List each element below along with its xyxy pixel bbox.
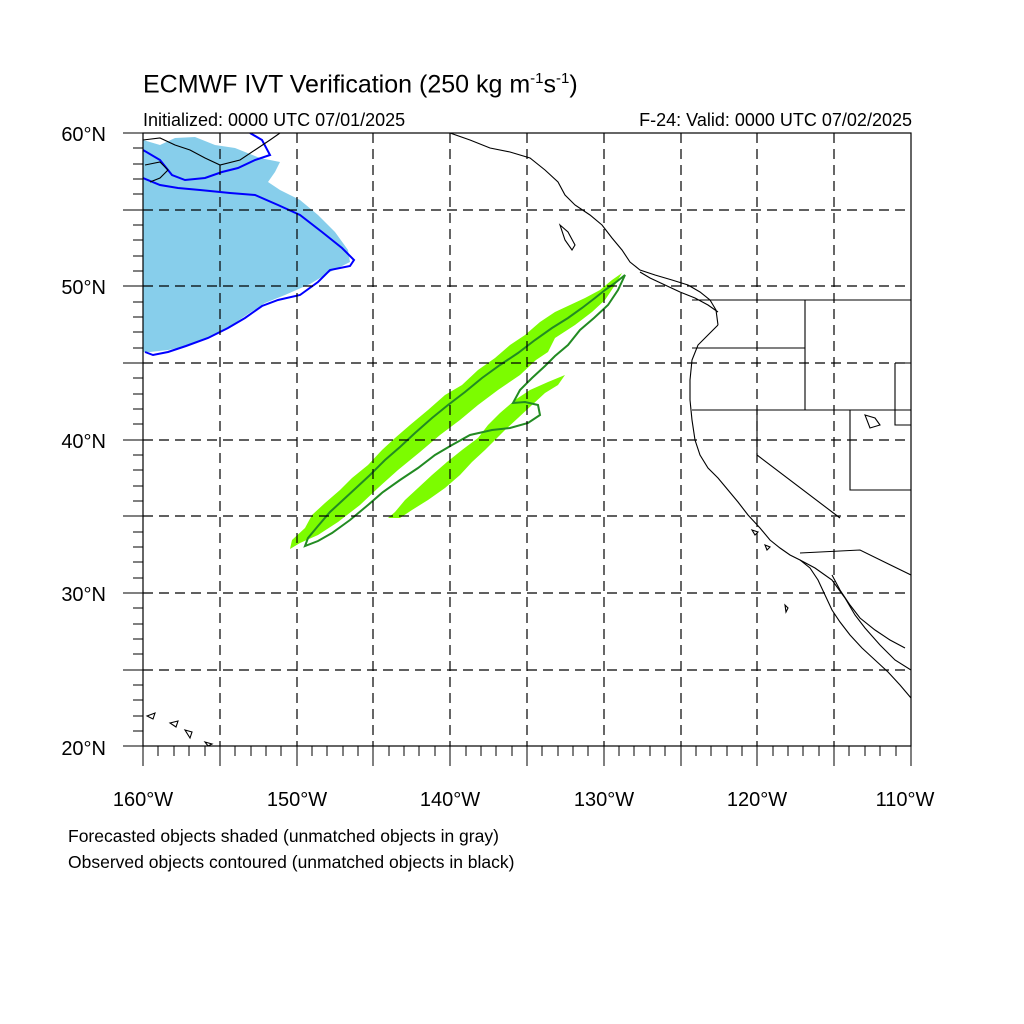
initialized-time: Initialized: 0000 UTC 07/01/2025 — [143, 110, 406, 130]
coastlines — [143, 133, 911, 746]
lon-label-150w: 150°W — [267, 789, 327, 811]
lat-label-60n: 60°N — [61, 124, 106, 146]
map-title: ECMWF IVT Verification (250 kg m-1s-1) — [143, 70, 578, 99]
lon-label-130w: 130°W — [574, 789, 634, 811]
footnote-forecast: Forecasted objects shaded (unmatched obj… — [68, 826, 499, 846]
gridlines — [143, 133, 911, 746]
lat-ticks — [123, 132, 143, 747]
lon-ticks — [142, 746, 912, 766]
lat-label-20n: 20°N — [61, 738, 106, 760]
footnote-observed: Observed objects contoured (unmatched ob… — [68, 852, 515, 872]
lat-label-30n: 30°N — [61, 584, 106, 606]
valid-time: F-24: Valid: 0000 UTC 07/02/2025 — [639, 110, 912, 130]
lon-label-110w: 110°W — [876, 789, 935, 811]
lon-label-140w: 140°W — [420, 789, 480, 811]
lat-label-50n: 50°N — [61, 277, 106, 299]
lat-label-40n: 40°N — [61, 431, 106, 453]
lon-label-160w: 160°W — [113, 789, 173, 811]
forecast-object-blue — [143, 137, 350, 352]
lon-label-120w: 120°W — [727, 789, 787, 811]
forecast-object-green-main — [290, 273, 622, 549]
forecast-object-green-secondary — [388, 375, 565, 518]
observed-contour-green — [303, 274, 626, 548]
